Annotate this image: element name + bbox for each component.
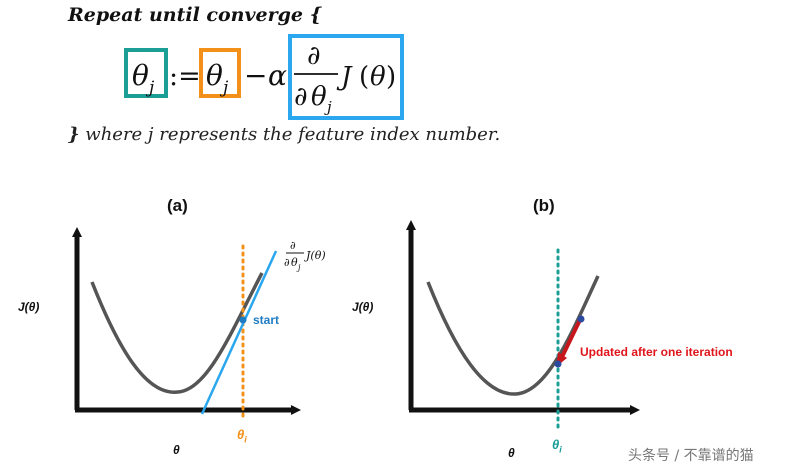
panel-a-theta-i-sub: i bbox=[244, 434, 247, 445]
panel-a-y-axis-label: J(θ) bbox=[18, 300, 40, 314]
partial-denominator: ∂ bbox=[294, 82, 307, 112]
partial-numerator: ∂ bbox=[307, 41, 320, 71]
start-label: start bbox=[253, 313, 280, 327]
panel-a: ∂ ∂ θ j J(θ) bbox=[72, 227, 326, 420]
denominator-theta: θ bbox=[311, 82, 327, 112]
panel-a-start-point bbox=[239, 316, 247, 324]
panel-b-cost-curve bbox=[426, 275, 600, 396]
lhs-theta: θ bbox=[132, 59, 149, 92]
panel-b-update-step bbox=[560, 319, 582, 358]
panel-b-y-axis-label: J(θ) bbox=[352, 300, 374, 314]
algorithm-header: Repeat until converge { bbox=[68, 4, 322, 26]
watermark: 头条号 / 不靠谱的猫 bbox=[628, 448, 754, 464]
panel-b-theta-i-sub: i bbox=[559, 444, 562, 455]
panel-a-theta-i-base: θ bbox=[237, 427, 245, 442]
gradient-term-box bbox=[288, 34, 404, 120]
panel-a-theta-i-label: θi bbox=[237, 427, 247, 445]
panel-b-label: (b) bbox=[533, 196, 555, 215]
footer-text: where j represents the feature index num… bbox=[79, 124, 501, 145]
tangent-subscript: j bbox=[296, 263, 301, 272]
minus-operator: − bbox=[244, 59, 267, 92]
denominator-subscript: j bbox=[324, 98, 332, 116]
lhs-theta-box bbox=[124, 48, 168, 98]
left-paren: ( bbox=[359, 62, 369, 92]
panel-a-label: (a) bbox=[167, 196, 188, 215]
tangent-theta: θ bbox=[291, 256, 298, 269]
tangent-partial-top: ∂ bbox=[290, 239, 296, 252]
lhs-subscript: j bbox=[145, 78, 155, 98]
panel-a-cost-curve bbox=[90, 272, 264, 394]
assign-operator: := bbox=[169, 61, 201, 92]
panel-b-old-point bbox=[577, 315, 585, 323]
rhs-theta: θ bbox=[206, 59, 223, 92]
rhs-subscript: j bbox=[219, 78, 229, 98]
update-formula: θ j := θ j − α ∂ ∂ θ j J ( θ ) bbox=[124, 34, 404, 120]
tangent-partial-bottom: ∂ bbox=[284, 256, 290, 269]
alpha-learning-rate: α bbox=[268, 59, 287, 92]
panel-b-new-point bbox=[554, 360, 562, 368]
cost-theta: θ bbox=[370, 62, 386, 92]
panel-b-theta-i-base: θ bbox=[552, 437, 560, 452]
panel-a-x-axis-label: θ bbox=[173, 443, 180, 457]
panel-b-theta-i-label: θi bbox=[552, 437, 562, 455]
cost-function-j: J bbox=[336, 62, 353, 92]
rhs-theta-box bbox=[199, 48, 241, 98]
update-label: Updated after one iteration bbox=[580, 345, 733, 359]
tangent-function: J(θ) bbox=[304, 249, 326, 262]
right-paren: ) bbox=[386, 62, 396, 92]
panel-a-tangent-line bbox=[200, 250, 278, 415]
algorithm-footer: } where j represents the feature index n… bbox=[68, 124, 500, 145]
panel-b-x-axis-label: θ bbox=[508, 446, 515, 460]
closing-brace: } bbox=[68, 124, 80, 145]
panel-b bbox=[406, 220, 640, 432]
